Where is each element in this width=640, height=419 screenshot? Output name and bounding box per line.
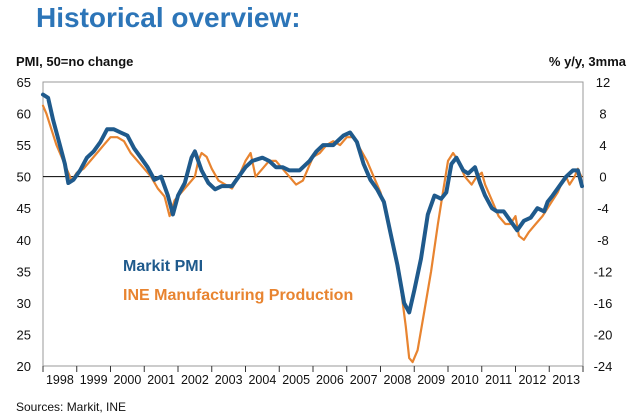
right-tick-label: 12	[596, 75, 610, 90]
series-line-ine-production	[41, 104, 583, 364]
x-tick-label: 2010	[451, 373, 479, 387]
x-tick-label: 2007	[350, 373, 378, 387]
left-tick-label: 55	[17, 138, 31, 153]
right-tick-label: -24	[594, 359, 613, 374]
left-tick-label: 20	[17, 359, 31, 374]
x-tick-label: 2009	[417, 373, 445, 387]
left-tick-label: 25	[17, 327, 31, 342]
x-tick-label: 2003	[215, 373, 243, 387]
right-tick-label: 8	[599, 107, 606, 122]
legend: Markit PMI INE Manufacturing Production	[123, 258, 353, 304]
x-tick-label: 1999	[80, 373, 108, 387]
right-axis-title: % y/y, 3mma	[548, 54, 626, 69]
right-tick-label: -4	[597, 201, 609, 216]
source-note: Sources: Markit, INE	[16, 400, 127, 414]
x-axis-ticks: 1998 1999 2000 2001 2002 2003 2004 2005 2006 2007…	[42, 366, 584, 387]
series-line-markit-pmi	[41, 92, 584, 315]
right-tick-label: -20	[594, 327, 613, 342]
x-tick-label: 2005	[282, 373, 310, 387]
plot-frame	[42, 81, 584, 367]
right-axis-ticks: -24 -20 -16 -12 -8 -4 0 4 8 12	[594, 75, 613, 374]
right-tick-label: -16	[594, 296, 613, 311]
x-tick-label: 2012	[518, 373, 546, 387]
left-tick-label: 30	[17, 296, 31, 311]
x-tick-label: 2000	[113, 373, 141, 387]
left-tick-label: 50	[17, 170, 31, 185]
right-tick-label: 4	[599, 138, 606, 153]
plot-border	[42, 81, 584, 367]
x-tick-label: 2004	[248, 373, 276, 387]
left-tick-label: 65	[17, 75, 31, 90]
x-tick-label: 2001	[147, 373, 175, 387]
x-tick-label: 2008	[383, 373, 411, 387]
left-axis-ticks: 20 25 30 35 40 45 50 55 60 65	[17, 75, 31, 374]
left-tick-label: 35	[17, 264, 31, 279]
right-tick-label: 0	[599, 170, 606, 185]
x-tick-label: 2006	[316, 373, 344, 387]
right-tick-label: -8	[597, 233, 609, 248]
page-title: Historical overview:	[36, 2, 301, 33]
left-tick-label: 45	[17, 201, 31, 216]
right-tick-label: -12	[594, 264, 613, 279]
x-tick-label: 1998	[46, 373, 74, 387]
legend-label-ine-production: INE Manufacturing Production	[123, 287, 353, 304]
left-tick-label: 40	[17, 233, 31, 248]
series-lines	[41, 92, 584, 364]
left-axis-title: PMI, 50=no change	[16, 54, 134, 69]
left-tick-label: 60	[17, 107, 31, 122]
legend-label-markit-pmi: Markit PMI	[123, 258, 203, 275]
x-tick-label: 2002	[181, 373, 209, 387]
x-tick-label: 2013	[552, 373, 580, 387]
x-tick-label: 2011	[485, 373, 512, 387]
